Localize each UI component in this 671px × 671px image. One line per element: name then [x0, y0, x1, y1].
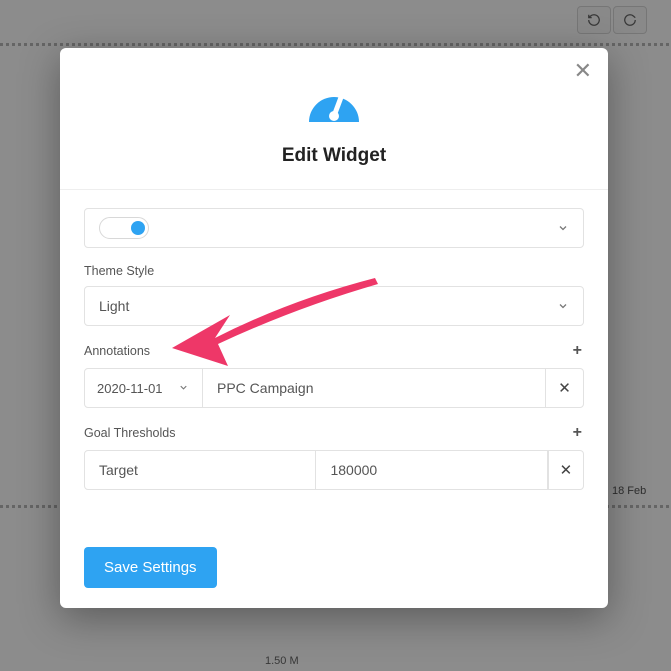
modal-body: Theme Style Light Annotations + 2020-11-… [60, 190, 608, 533]
edit-widget-modal: ✕ Edit Widget Theme Style [60, 48, 608, 608]
annotation-row: 2020-11-01 ✕ [84, 368, 584, 408]
chevron-down-icon [557, 300, 569, 312]
annotations-label: Annotations [84, 344, 150, 358]
goal-value-field[interactable] [316, 451, 547, 489]
annotation-text-input[interactable] [217, 380, 531, 396]
add-annotation-button[interactable]: + [571, 342, 584, 360]
save-settings-button[interactable]: Save Settings [84, 547, 217, 588]
add-goal-button[interactable]: + [571, 424, 584, 442]
theme-style-label: Theme Style [84, 264, 154, 278]
goal-name-field[interactable] [85, 451, 316, 489]
modal-footer: Save Settings [60, 533, 608, 608]
annotation-date-picker[interactable]: 2020-11-01 [85, 369, 203, 407]
gauge-icon [305, 78, 363, 131]
goal-thresholds-label: Goal Thresholds [84, 426, 176, 440]
goal-value-input[interactable] [330, 462, 532, 478]
close-icon[interactable]: ✕ [574, 60, 592, 82]
goal-name-input[interactable] [99, 462, 301, 478]
modal-title: Edit Widget [80, 145, 588, 167]
annotation-text-field[interactable] [203, 369, 545, 407]
goal-row: ✕ [84, 450, 584, 490]
chevron-down-icon [178, 382, 190, 394]
toggle-switch[interactable] [99, 217, 149, 239]
modal-header: ✕ Edit Widget [60, 48, 608, 190]
remove-goal-button[interactable]: ✕ [548, 451, 583, 489]
annotation-date-value: 2020-11-01 [97, 381, 163, 396]
remove-annotation-button[interactable]: ✕ [545, 369, 583, 407]
toggle-select[interactable] [84, 208, 584, 248]
toggle-knob [131, 221, 145, 235]
chevron-down-icon [557, 222, 569, 234]
theme-style-value: Light [99, 298, 129, 314]
theme-style-select[interactable]: Light [84, 286, 584, 326]
